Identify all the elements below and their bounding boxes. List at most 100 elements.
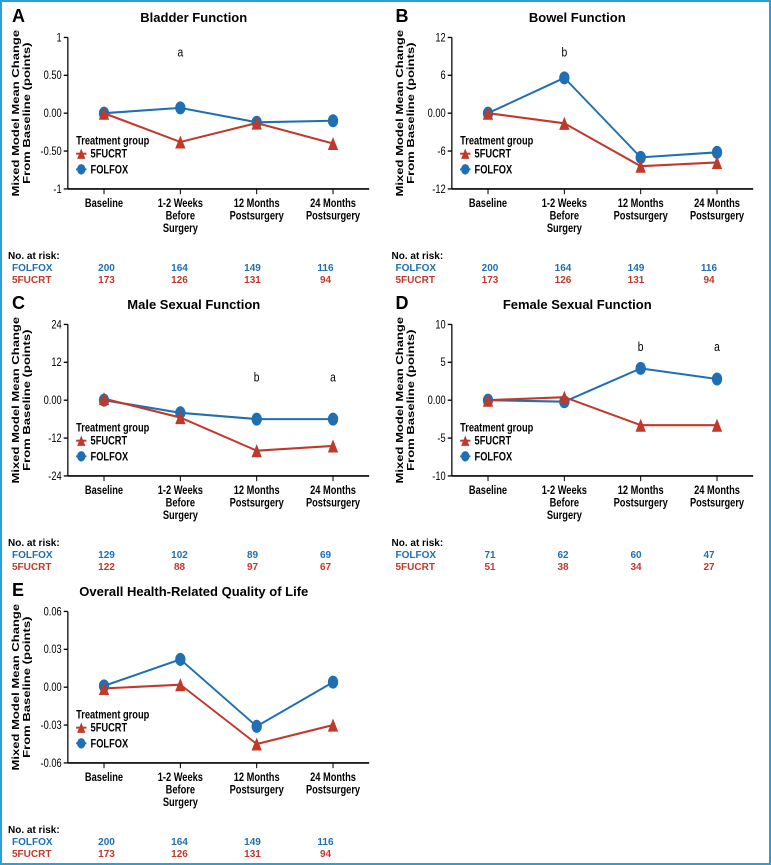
circle-marker-icon (635, 362, 645, 375)
circle-marker-icon (328, 114, 338, 127)
legend-item-label: 5FUCRT (91, 148, 128, 161)
row-1: ABladder FunctionMixed Model Mean Change… (2, 2, 769, 289)
y-tick-label: -0.03 (41, 719, 62, 732)
plot-area: Mixed Model Mean ChangeFrom Baseline (po… (8, 601, 380, 823)
panel-title: Bladder Function (8, 10, 380, 25)
risk-row: 5FUCRT51383427 (392, 562, 764, 574)
row-3: EOverall Health-Related Quality of LifeM… (2, 576, 769, 863)
y-tick-label: 1 (56, 31, 61, 44)
series-line-folfox (104, 400, 333, 419)
y-tick-label: 0.00 (44, 107, 62, 120)
chart-svg: Mixed Model Mean ChangeFrom Baseline (po… (8, 27, 380, 249)
risk-value: 122 (70, 562, 143, 574)
legend-item-label: FOLFOX (474, 450, 512, 463)
risk-table: No. at risk:FOLFOX2001641491165FUCRT1731… (392, 251, 764, 287)
y-tick-label: 12 (51, 356, 61, 369)
risk-value: 131 (216, 849, 289, 861)
risk-series-label: 5FUCRT (8, 849, 70, 861)
risk-value: 34 (600, 562, 673, 574)
y-tick-label: 0.06 (44, 605, 62, 618)
risk-value: 200 (70, 263, 143, 275)
risk-series-label: 5FUCRT (8, 562, 70, 574)
risk-value: 67 (289, 562, 362, 574)
circle-marker-icon (711, 372, 721, 385)
risk-value: 47 (673, 550, 746, 562)
annotation-letter: b (254, 370, 260, 384)
x-tick-label: 12 MonthsPostsurgery (230, 771, 284, 797)
panel-D: DFemale Sexual FunctionMixed Model Mean … (386, 289, 770, 576)
y-tick-label: 0.50 (44, 69, 62, 82)
circle-marker-icon (559, 71, 569, 84)
risk-series-label: 5FUCRT (8, 275, 70, 287)
y-axis-label: Mixed Model Mean ChangeFrom Baseline (po… (394, 29, 417, 196)
risk-value: 62 (527, 550, 600, 562)
figure-frame: ABladder FunctionMixed Model Mean Change… (0, 0, 771, 865)
x-tick-label: 24 MonthsPostsurgery (306, 197, 360, 223)
risk-row: FOLFOX200164149116 (8, 837, 380, 849)
x-tick-label: 12 MonthsPostsurgery (230, 484, 284, 510)
chart-svg: Mixed Model Mean ChangeFrom Baseline (po… (8, 314, 380, 536)
panel-B: BBowel Function Mixed Model Mean ChangeFr… (386, 2, 770, 289)
panel-letter: B (396, 6, 409, 27)
risk-value: 173 (70, 849, 143, 861)
x-tick-label: 1-2 WeeksBeforeSurgery (158, 197, 203, 235)
x-tick-label: Baseline (468, 484, 506, 497)
y-tick-label: 6 (440, 69, 445, 82)
y-tick-label: 0.00 (44, 394, 62, 407)
risk-value: 131 (216, 275, 289, 287)
panel-letter: C (12, 293, 25, 314)
risk-row: 5FUCRT17312613194 (392, 275, 764, 287)
y-axis-label: Mixed Model Mean ChangeFrom Baseline (po… (10, 603, 33, 770)
legend-title: Treatment group (76, 709, 150, 722)
panel-title: Overall Health-Related Quality of Life (8, 584, 380, 599)
risk-value: 149 (216, 263, 289, 275)
risk-row: 5FUCRT17312613194 (8, 849, 380, 861)
circle-marker-icon (252, 720, 262, 733)
risk-row: FOLFOX200164149116 (8, 263, 380, 275)
legend-item-label: 5FUCRT (474, 435, 511, 448)
panel-title: Male Sexual Function (8, 297, 380, 312)
risk-series-label: 5FUCRT (392, 562, 454, 574)
risk-value: 69 (289, 550, 362, 562)
panel-title: Bowel Function (392, 10, 764, 25)
y-tick-label: 10 (435, 318, 445, 331)
risk-value: 97 (216, 562, 289, 574)
risk-value: 126 (143, 275, 216, 287)
risk-row: FOLFOX1291028969 (8, 550, 380, 562)
risk-value: 116 (673, 263, 746, 275)
chart-svg: Mixed Model Mean ChangeFrom Baseline (po… (392, 27, 764, 249)
chart-svg: Mixed Model Mean ChangeFrom Baseline (po… (392, 314, 764, 536)
risk-value: 27 (673, 562, 746, 574)
y-tick-label: 12 (435, 31, 445, 44)
panel-E: EOverall Health-Related Quality of LifeM… (2, 576, 386, 863)
x-tick-label: Baseline (85, 484, 123, 497)
y-tick-label: -12 (432, 183, 446, 196)
annotation-letter: b (561, 45, 567, 59)
risk-value: 149 (600, 263, 673, 275)
y-tick-label: 0.00 (427, 107, 445, 120)
x-tick-label: 1-2 WeeksBeforeSurgery (541, 197, 586, 235)
x-tick-label: Baseline (468, 197, 506, 210)
risk-value: 94 (673, 275, 746, 287)
risk-value: 88 (143, 562, 216, 574)
risk-value: 60 (600, 550, 673, 562)
annotation-letter: b (637, 340, 643, 354)
risk-value: 173 (70, 275, 143, 287)
risk-table: No. at risk:FOLFOX716260475FUCRT51383427 (392, 538, 764, 574)
risk-value: 164 (143, 263, 216, 275)
y-tick-label: -10 (432, 470, 446, 483)
x-tick-label: 12 MonthsPostsurgery (230, 197, 284, 223)
risk-value: 116 (289, 263, 362, 275)
row-2: CMale Sexual Function Mixed Model Mean Ch… (2, 289, 769, 576)
risk-value: 200 (454, 263, 527, 275)
risk-value: 131 (600, 275, 673, 287)
risk-row: FOLFOX71626047 (392, 550, 764, 562)
plot-area: Mixed Model Mean ChangeFrom Baseline (po… (392, 27, 764, 249)
panel-title: Female Sexual Function (392, 297, 764, 312)
annotation-letter: a (714, 340, 720, 354)
annotation-letter: a (330, 370, 336, 384)
y-tick-label: 0.00 (44, 681, 62, 694)
risk-row: 5FUCRT122889767 (8, 562, 380, 574)
y-tick-label: -6 (437, 145, 445, 158)
plot-area: Mixed Model Mean ChangeFrom Baseline (po… (8, 27, 380, 249)
